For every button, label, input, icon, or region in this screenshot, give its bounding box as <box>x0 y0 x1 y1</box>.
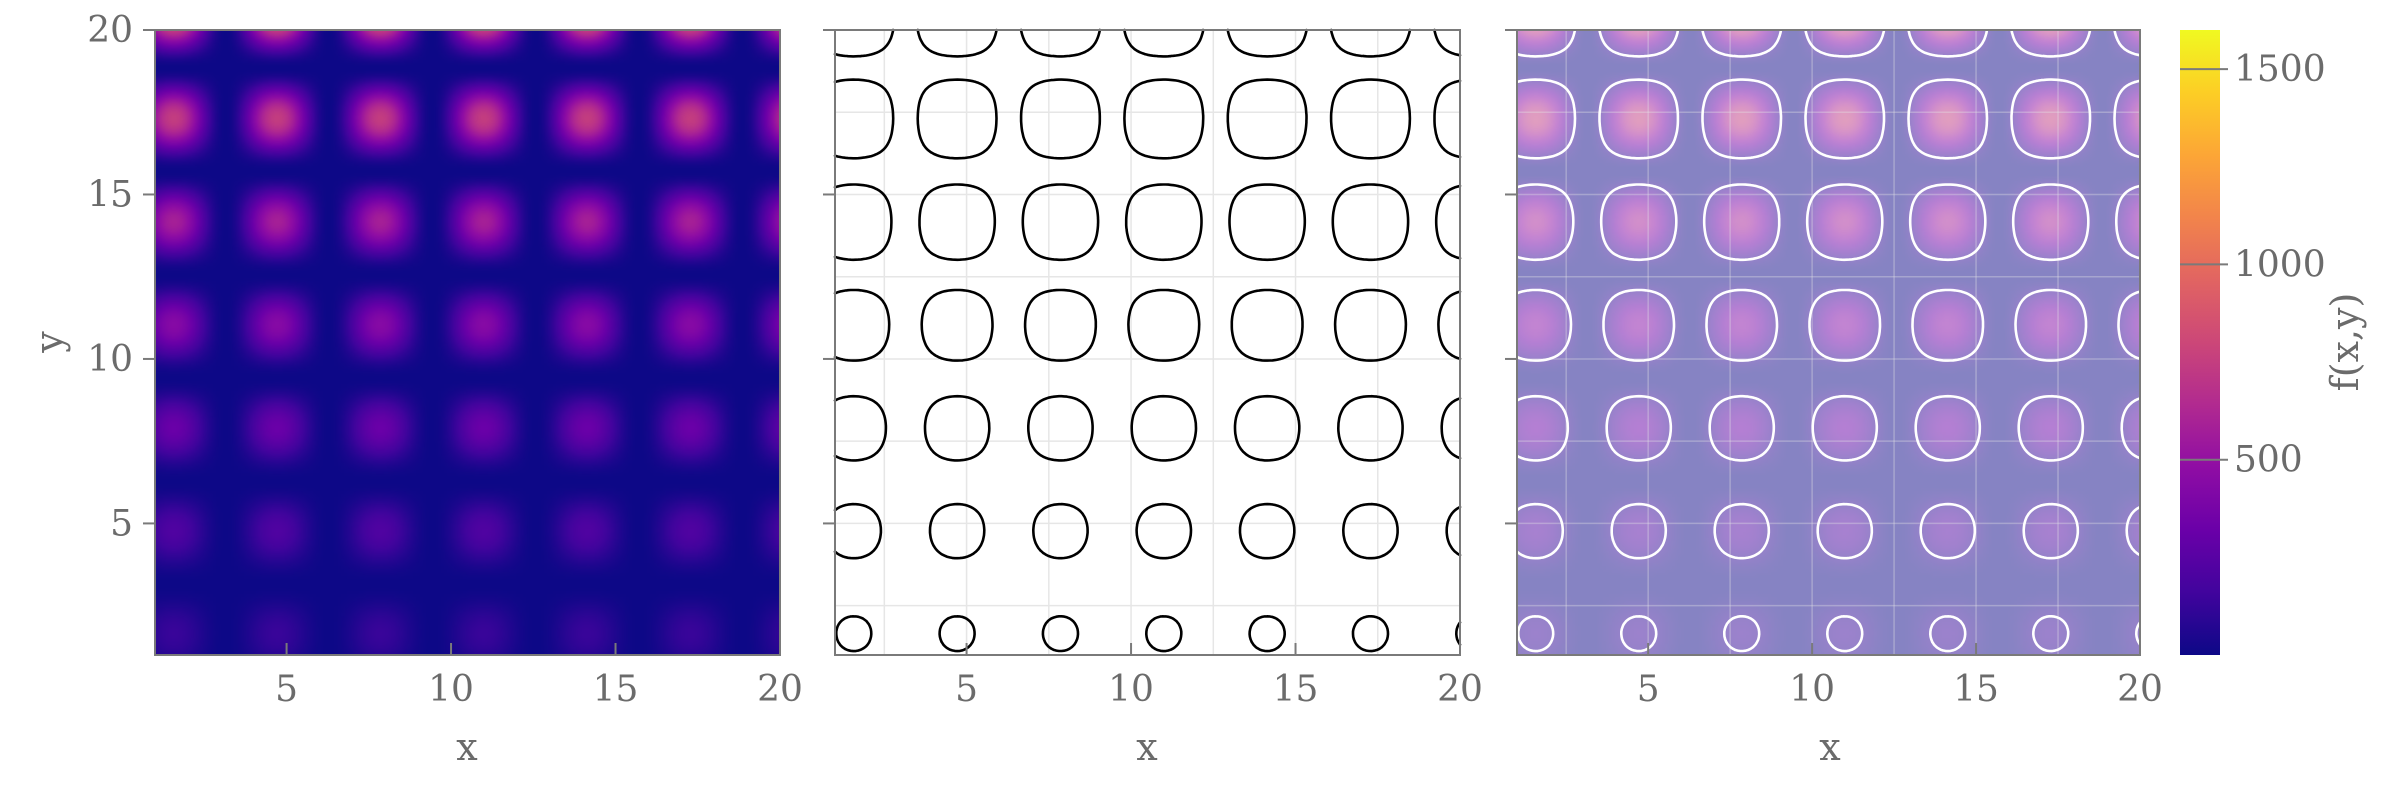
colorbar-label: f(x,y) <box>2323 293 2367 392</box>
colorbar-gradient <box>2180 30 2220 655</box>
plot-frame <box>154 29 781 656</box>
x-tick-label: 10 <box>1789 669 1835 710</box>
y-axis-label: y <box>27 331 71 354</box>
plot-frame <box>1516 29 2141 656</box>
contour-line <box>1515 28 2142 653</box>
contour-line <box>833 28 1462 653</box>
y-tick-label: 15 <box>87 174 133 215</box>
x-tick-label: 15 <box>593 669 639 710</box>
y-tick-label: 20 <box>87 10 133 51</box>
x-tick-label: 5 <box>1637 669 1660 710</box>
heatmap-image <box>155 30 780 655</box>
x-tick-label: 15 <box>1953 669 1999 710</box>
colorbar-tick-label: 1500 <box>2234 49 2326 90</box>
panel-contour: 5 10 15 20 <box>823 28 1483 710</box>
x-tick-label: 20 <box>2117 669 2163 710</box>
x-tick-label: 15 <box>1273 669 1319 710</box>
x-axis-label-1: x <box>456 725 477 769</box>
y-tick-label: 5 <box>110 503 133 544</box>
x-tick-label: 5 <box>275 669 298 710</box>
panel-heatmap: 5 10 15 20 5 10 15 20 <box>87 10 803 710</box>
x-tick-label: 10 <box>428 669 474 710</box>
colorbar-tick-label: 1000 <box>2234 244 2326 285</box>
x-tick-label: 20 <box>757 669 803 710</box>
y-tick-label: 10 <box>87 339 133 380</box>
x-tick-label: 5 <box>955 669 978 710</box>
x-tick-label: 20 <box>1437 669 1483 710</box>
heatmap-image <box>1517 30 2140 655</box>
panel-heatmap-overlay: 5 10 15 20 <box>1505 28 2163 710</box>
colorbar-tick-label: 500 <box>2234 440 2303 481</box>
x-tick-label: 10 <box>1108 669 1154 710</box>
plot-frame <box>834 29 1461 656</box>
x-axis-label-2: x <box>1136 725 1157 769</box>
colorbar: 500 1000 1500 <box>2180 30 2326 655</box>
x-axis-label-3: x <box>1819 725 1840 769</box>
